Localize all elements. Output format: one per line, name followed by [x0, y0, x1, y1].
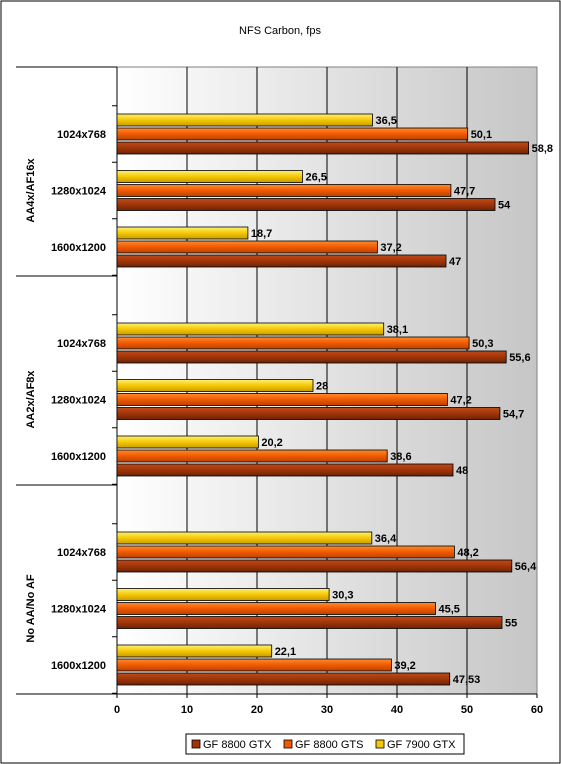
bar-gf-8800-gtx: [116, 254, 447, 268]
x-tick-label: 10: [181, 704, 193, 716]
bar-gf-7900-gtx: [116, 531, 373, 545]
bars: [116, 113, 530, 686]
category-label: 1024x768: [57, 338, 106, 350]
data-label: 26,5: [306, 172, 327, 184]
bar-gf-8800-gtx: [116, 559, 513, 573]
bar-gf-7900-gtx: [116, 226, 249, 240]
data-label: 47: [449, 256, 461, 268]
legend-swatch: [191, 739, 201, 749]
legend-swatch: [375, 739, 385, 749]
bar-gf-8800-gts: [116, 240, 378, 254]
data-label: 47,53: [453, 674, 481, 686]
group-label: No AA/No AF: [25, 574, 37, 643]
legend-entry: GF 8800 GTX: [203, 739, 272, 751]
x-tick-label: 20: [251, 704, 263, 716]
legend-entry: GF 7900 GTX: [387, 739, 456, 751]
bar-gf-8800-gtx: [116, 672, 451, 686]
bar-gf-8800-gts: [116, 127, 469, 141]
x-axis-ticks: 0 10 20 30 40 50 60: [114, 694, 543, 716]
bar-gf-8800-gts: [116, 336, 470, 350]
bar-gf-8800-gtx: [116, 463, 454, 477]
bar-gf-8800-gtx: [116, 198, 496, 211]
bar-gf-8800-gts: [116, 545, 455, 559]
bar-gf-7900-gtx: [116, 588, 330, 601]
data-label: 18,7: [251, 228, 272, 240]
data-label: 54: [498, 200, 511, 212]
x-tick-label: 60: [531, 704, 543, 716]
category-label: 1024x768: [57, 547, 106, 559]
value-labels: 18,7 37,2 47 26,5 47,7 54 36,5 50,1 58,8 20,2 38,6…: [251, 115, 553, 686]
group-label: AA2x/AF8x: [25, 370, 37, 429]
category-label: 1280x1024: [51, 186, 107, 198]
data-label: 55,6: [509, 352, 530, 364]
category-label: 1280x1024: [51, 395, 107, 407]
legend: GF 8800 GTX GF 8800 GTS GF 7900 GTX: [185, 733, 465, 755]
data-label: 36,5: [376, 115, 397, 127]
bar-gf-7900-gtx: [116, 435, 259, 449]
bar-gf-7900-gtx: [116, 644, 273, 658]
data-label: 56,4: [515, 561, 537, 573]
legend-entry: GF 8800 GTS: [295, 739, 363, 751]
x-tick-label: 0: [114, 704, 120, 716]
bar-gf-8800-gts: [116, 602, 436, 615]
data-label: 54,7: [503, 409, 524, 421]
data-label: 37,2: [380, 242, 401, 254]
data-label: 55: [505, 618, 517, 630]
legend-swatch: [283, 739, 293, 749]
group-label: AA4x/AF16x: [25, 158, 37, 223]
data-label: 48: [456, 465, 468, 477]
x-tick-label: 40: [391, 704, 403, 716]
bar-gf-8800-gts: [116, 184, 452, 197]
data-label: 38,1: [387, 324, 408, 336]
bar-gf-7900-gtx: [116, 170, 303, 183]
data-label: 30,3: [332, 590, 353, 602]
data-label: 48,2: [457, 547, 478, 559]
data-label: 58,8: [532, 143, 553, 155]
bar-gf-8800-gtx: [116, 350, 507, 364]
bar-gf-8800-gts: [116, 393, 448, 406]
x-tick-label: 30: [321, 704, 333, 716]
bar-gf-8800-gtx: [116, 616, 503, 629]
data-label: 38,6: [390, 451, 411, 463]
legend-box: [185, 733, 465, 755]
bar-gf-7900-gtx: [116, 322, 385, 336]
category-label: 1600x1200: [51, 660, 106, 672]
data-label: 50,1: [471, 129, 492, 141]
data-label: 36,4: [375, 533, 397, 545]
category-label: 1024x768: [57, 129, 106, 141]
bar-gf-8800-gts: [116, 658, 392, 672]
chart-title: NFS Carbon, fps: [239, 25, 321, 37]
bar-gf-8800-gtx: [116, 407, 501, 420]
data-label: 22,1: [275, 646, 296, 658]
category-label: 1600x1200: [51, 242, 106, 254]
data-label: 39,2: [394, 660, 415, 672]
bar-gf-8800-gtx: [116, 141, 530, 155]
data-label: 47,7: [454, 186, 475, 198]
data-label: 20,2: [261, 437, 282, 449]
data-label: 28: [316, 381, 328, 393]
data-label: 45,5: [439, 604, 460, 616]
x-tick-label: 50: [461, 704, 473, 716]
data-label: 50,3: [472, 338, 493, 350]
bar-gf-8800-gts: [116, 449, 388, 463]
bar-gf-7900-gtx: [116, 379, 314, 392]
data-label: 47,2: [450, 395, 471, 407]
category-label: 1600x1200: [51, 451, 106, 463]
bar-gf-7900-gtx: [116, 113, 373, 127]
category-label: 1280x1024: [51, 604, 107, 616]
